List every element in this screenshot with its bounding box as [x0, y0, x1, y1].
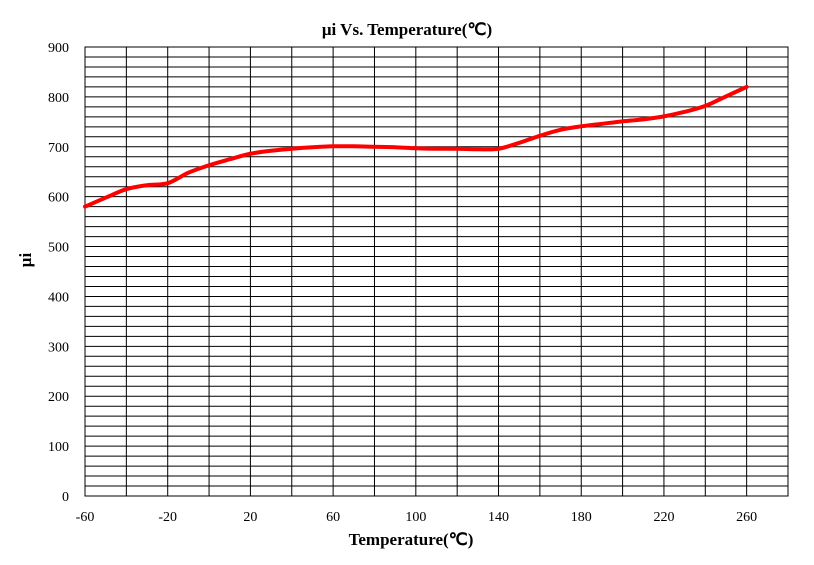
chart-title: μi Vs. Temperature(℃)	[322, 20, 492, 39]
x-tick-label: 220	[653, 510, 674, 525]
y-tick-label: 800	[48, 91, 69, 106]
y-tick-label: 200	[48, 390, 69, 405]
plot-frame	[84, 46, 789, 497]
x-tick-label: 260	[736, 510, 757, 525]
x-axis-label: Temperature(℃)	[349, 530, 474, 549]
x-tick-label: 60	[326, 510, 340, 525]
x-tick-label: 180	[571, 510, 592, 525]
y-tick-label: 900	[48, 41, 69, 56]
y-axis-label: μi	[16, 253, 35, 268]
y-tick-label: 400	[48, 290, 69, 305]
y-tick-label: 500	[48, 241, 69, 256]
x-tick-label: 100	[405, 510, 426, 525]
y-tick-label: 700	[48, 141, 69, 156]
x-tick-label: 140	[488, 510, 509, 525]
x-tick-label: 20	[243, 510, 257, 525]
y-tick-label: 0	[62, 490, 69, 505]
x-tick-label: -60	[76, 510, 95, 525]
series-line	[83, 84, 749, 209]
series-layer	[83, 84, 749, 209]
x-tick-label: -20	[158, 510, 177, 525]
y-tick-label: 300	[48, 340, 69, 355]
y-tick-label: 600	[48, 191, 69, 206]
y-tick-label: 100	[48, 440, 69, 455]
tick-labels: -60 -20 20 60 100 140 180 220 260 0 100 200 300 400 50…	[48, 41, 757, 525]
grid	[85, 47, 788, 496]
